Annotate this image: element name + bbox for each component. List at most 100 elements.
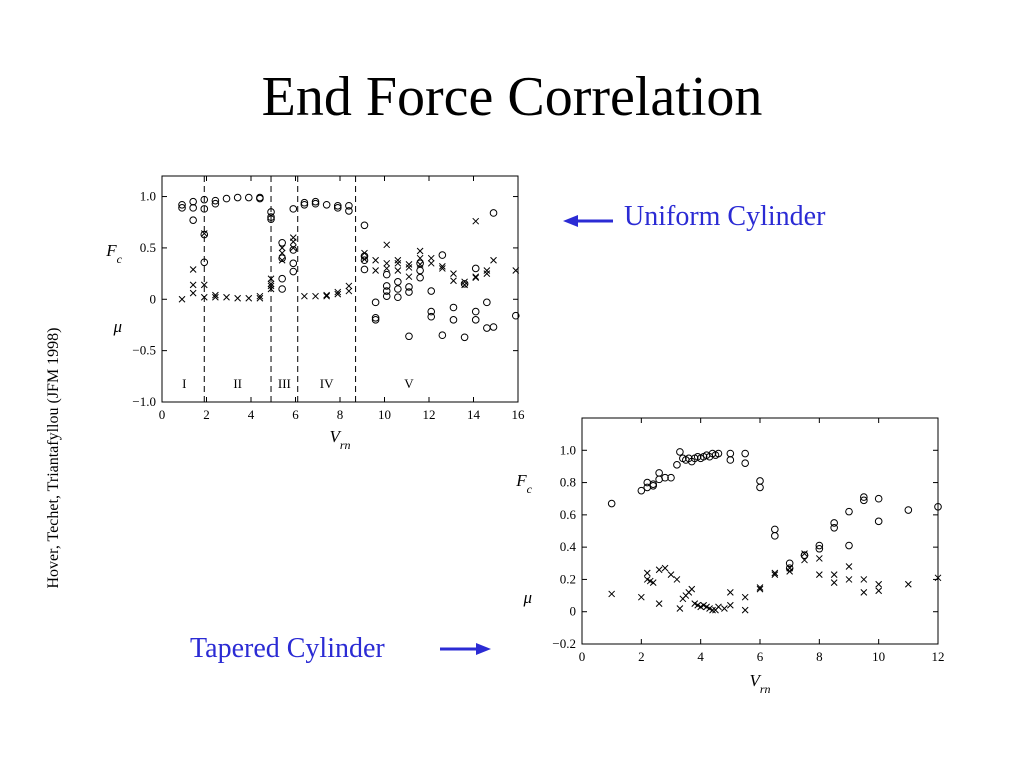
data-point-fc	[394, 293, 402, 302]
data-point-fc	[267, 208, 275, 216]
data-point-mu	[267, 280, 275, 288]
data-point-fc	[511, 311, 520, 320]
data-point-mu	[323, 291, 331, 299]
data-point-fc	[289, 205, 298, 213]
data-point-fc	[845, 541, 853, 550]
y-axis-label-mu: μ	[112, 317, 122, 336]
data-point-fc	[200, 230, 209, 239]
data-point-fc	[371, 316, 380, 324]
data-point-mu	[200, 293, 208, 301]
data-point-mu	[383, 259, 391, 267]
data-point-fc	[300, 200, 309, 209]
data-point-mu	[450, 277, 457, 285]
data-point-mu	[786, 564, 794, 572]
data-point-mu	[673, 576, 681, 583]
data-point-mu	[234, 294, 242, 302]
data-point-mu	[655, 566, 663, 574]
data-point-mu	[416, 260, 424, 268]
data-point-mu	[416, 247, 424, 255]
data-point-mu	[345, 282, 353, 290]
data-point-mu	[830, 571, 838, 578]
y-tick-label: 0.2	[560, 571, 576, 586]
data-point-mu	[405, 273, 413, 281]
data-point-fc	[222, 194, 231, 203]
data-point-mu	[361, 249, 368, 257]
data-point-fc	[311, 199, 320, 208]
data-point-fc	[289, 246, 298, 254]
data-point-mu	[801, 556, 808, 564]
data-point-mu	[461, 281, 468, 289]
data-point-fc	[244, 193, 253, 202]
x-axis-label: Vrn	[749, 671, 770, 696]
data-point-fc	[460, 333, 469, 342]
region-label: III	[278, 376, 291, 391]
data-point-mu	[643, 569, 651, 577]
data-point-mu	[256, 292, 264, 300]
y-tick-label: 0.6	[560, 507, 577, 522]
data-point-mu	[771, 569, 779, 577]
y-tick-label: −0.2	[552, 636, 576, 651]
data-point-mu	[372, 267, 379, 274]
data-point-mu	[361, 255, 368, 263]
data-point-fc	[382, 287, 391, 295]
data-point-fc	[489, 209, 498, 217]
x-axis-label: Vrn	[329, 427, 350, 452]
data-point-mu	[289, 244, 297, 252]
data-point-mu	[721, 605, 728, 612]
data-point-fc	[382, 282, 391, 290]
y-tick-label: 0.8	[560, 475, 576, 490]
data-point-mu	[608, 590, 616, 598]
data-point-mu	[860, 576, 868, 583]
data-point-fc	[460, 280, 469, 288]
data-point-fc	[178, 204, 186, 212]
x-tick-label: 8	[816, 649, 823, 664]
data-point-fc	[371, 298, 380, 307]
data-point-mu	[334, 290, 342, 298]
data-point-fc	[382, 270, 391, 279]
data-point-fc	[256, 193, 264, 202]
data-point-fc	[667, 473, 675, 482]
data-point-mu	[416, 254, 424, 262]
x-tick-label: 12	[423, 407, 436, 422]
y-tick-label: 1.0	[560, 442, 576, 457]
data-point-mu	[472, 273, 480, 281]
data-point-fc	[741, 449, 749, 458]
data-point-fc	[756, 477, 764, 485]
data-point-mu	[845, 563, 853, 570]
data-point-mu	[372, 256, 379, 264]
data-point-fc	[483, 324, 491, 332]
data-point-mu	[661, 564, 669, 572]
data-point-fc	[673, 461, 681, 469]
data-point-mu	[394, 259, 402, 267]
data-point-fc	[830, 519, 838, 527]
data-point-mu	[450, 270, 457, 277]
data-point-mu	[438, 265, 446, 272]
data-point-mu	[200, 281, 208, 289]
data-point-mu	[267, 285, 275, 293]
data-point-mu	[830, 579, 838, 587]
y-axis-label-mu: μ	[522, 588, 532, 607]
data-point-fc	[416, 259, 424, 268]
data-point-fc	[289, 267, 298, 276]
tapered-cylinder-label: Tapered Cylinder	[190, 633, 385, 664]
data-point-mu	[771, 571, 779, 578]
data-point-mu	[200, 230, 208, 237]
data-point-fc	[471, 316, 480, 324]
x-tick-label: 0	[159, 407, 166, 422]
y-tick-label: 0.5	[140, 240, 156, 255]
plot-frame	[581, 417, 939, 645]
data-point-fc	[874, 494, 883, 503]
y-tick-label: 1.0	[140, 189, 156, 204]
data-point-fc	[771, 525, 779, 534]
data-point-fc	[771, 532, 779, 540]
data-point-mu	[267, 275, 275, 283]
data-point-mu	[649, 579, 657, 587]
x-tick-label: 14	[467, 407, 481, 422]
data-point-mu	[427, 259, 435, 267]
data-point-fc	[394, 285, 402, 293]
data-point-fc	[800, 551, 809, 560]
data-point-mu	[278, 256, 286, 264]
data-point-fc	[416, 273, 424, 282]
